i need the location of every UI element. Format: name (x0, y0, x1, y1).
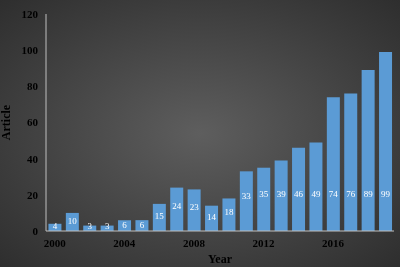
svg-text:80: 80 (27, 80, 39, 92)
svg-text:100: 100 (22, 44, 39, 56)
svg-text:Year: Year (208, 252, 233, 266)
svg-text:20: 20 (27, 189, 39, 201)
svg-text:15: 15 (155, 211, 165, 221)
svg-text:24: 24 (172, 201, 182, 211)
svg-text:49: 49 (311, 189, 321, 199)
svg-text:23: 23 (190, 202, 200, 212)
svg-text:46: 46 (294, 189, 304, 199)
svg-text:2000: 2000 (44, 237, 67, 249)
svg-text:33: 33 (242, 191, 252, 201)
svg-text:99: 99 (381, 189, 391, 199)
svg-text:2004: 2004 (113, 237, 136, 249)
svg-text:14: 14 (207, 212, 217, 222)
svg-text:40: 40 (27, 153, 39, 165)
svg-text:89: 89 (364, 189, 374, 199)
svg-text:4: 4 (53, 221, 58, 231)
svg-text:2012: 2012 (253, 237, 276, 249)
svg-text:3: 3 (87, 221, 92, 231)
svg-text:10: 10 (68, 216, 78, 226)
svg-text:0: 0 (33, 225, 39, 237)
svg-text:2016: 2016 (322, 237, 345, 249)
svg-text:6: 6 (140, 220, 145, 230)
svg-text:76: 76 (346, 189, 356, 199)
svg-text:Article: Article (8, 104, 13, 140)
svg-text:2008: 2008 (183, 237, 206, 249)
svg-text:120: 120 (22, 8, 39, 20)
svg-text:35: 35 (259, 189, 269, 199)
svg-text:18: 18 (224, 207, 234, 217)
svg-text:74: 74 (329, 189, 339, 199)
svg-text:6: 6 (122, 220, 127, 230)
svg-text:60: 60 (27, 116, 39, 128)
svg-text:3: 3 (105, 221, 110, 231)
svg-text:39: 39 (277, 189, 287, 199)
